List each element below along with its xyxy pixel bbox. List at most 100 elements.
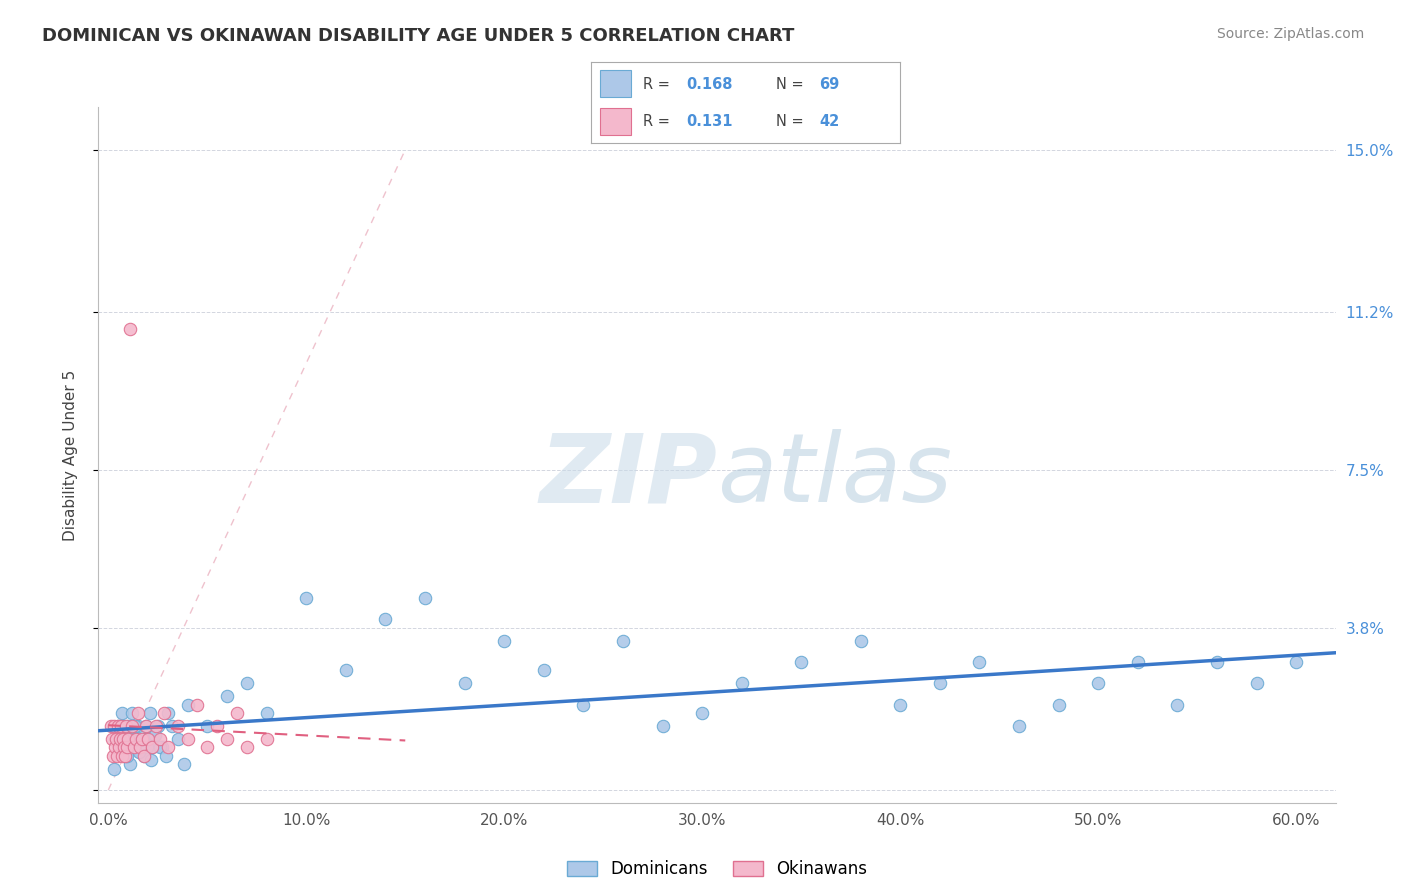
Point [110, 719, 132, 733]
Point [186, 698, 208, 712]
Point [115, 748, 138, 763]
Point [101, 731, 124, 746]
Point [731, 676, 754, 690]
Point [889, 698, 911, 712]
Point [139, 706, 162, 721]
Point [108, 731, 131, 746]
Point [612, 633, 634, 648]
Point [127, 706, 149, 721]
Point [107, 719, 129, 733]
Point [1047, 698, 1070, 712]
Point [125, 731, 148, 746]
Point [572, 698, 595, 712]
Point [1166, 698, 1188, 712]
Point [1206, 655, 1229, 669]
Point [129, 745, 152, 759]
Point [100, 719, 122, 733]
Text: 69: 69 [820, 77, 839, 92]
Text: ZIP: ZIP [538, 429, 717, 523]
Point [117, 731, 139, 746]
Text: 42: 42 [820, 114, 839, 129]
Point [120, 757, 142, 772]
Point [135, 719, 157, 733]
Point [128, 745, 150, 759]
Point [494, 633, 516, 648]
Point [115, 748, 138, 763]
Point [1285, 655, 1308, 669]
Point [132, 748, 155, 763]
Point [135, 740, 157, 755]
Point [143, 727, 166, 741]
Text: Source: ZipAtlas.com: Source: ZipAtlas.com [1216, 27, 1364, 41]
Point [295, 591, 318, 605]
Point [217, 689, 239, 703]
Legend: Dominicans, Okinawans: Dominicans, Okinawans [561, 854, 873, 885]
Point [155, 748, 177, 763]
Bar [600, 70, 631, 97]
Point [236, 676, 259, 690]
Point [103, 719, 125, 733]
Point [131, 731, 153, 746]
Point [150, 740, 173, 755]
Point [533, 664, 555, 678]
Point [790, 655, 813, 669]
Point [132, 748, 155, 763]
Point [141, 740, 163, 755]
Point [121, 706, 143, 721]
Point [112, 740, 135, 755]
Text: atlas: atlas [717, 429, 952, 523]
Point [129, 740, 152, 755]
Point [108, 740, 131, 755]
Point [108, 740, 131, 755]
Point [115, 719, 138, 733]
Point [651, 719, 673, 733]
Point [112, 731, 135, 746]
Point [139, 753, 162, 767]
Point [120, 322, 142, 336]
Point [146, 719, 169, 733]
Point [690, 706, 713, 721]
Point [160, 719, 183, 733]
Point [112, 719, 135, 733]
Point [107, 719, 129, 733]
Text: 0.131: 0.131 [686, 114, 733, 129]
Point [173, 757, 195, 772]
Point [176, 698, 198, 712]
Point [111, 706, 134, 721]
Point [1008, 719, 1031, 733]
Point [1087, 676, 1109, 690]
Point [453, 676, 475, 690]
Point [156, 706, 179, 721]
Point [105, 731, 128, 746]
Point [121, 719, 143, 733]
Point [135, 719, 157, 733]
Point [111, 748, 134, 763]
Point [1246, 676, 1268, 690]
Bar [600, 108, 631, 135]
Point [124, 719, 146, 733]
Point [145, 719, 167, 733]
Point [122, 740, 145, 755]
Point [117, 719, 139, 733]
Point [156, 740, 179, 755]
Text: R =: R = [643, 77, 675, 92]
Point [114, 748, 136, 763]
Point [127, 719, 149, 733]
Point [112, 731, 135, 746]
Point [105, 748, 128, 763]
Text: DOMINICAN VS OKINAWAN DISABILITY AGE UNDER 5 CORRELATION CHART: DOMINICAN VS OKINAWAN DISABILITY AGE UND… [42, 27, 794, 45]
Point [108, 740, 131, 755]
Point [195, 740, 218, 755]
Point [256, 706, 278, 721]
Point [149, 731, 172, 746]
Point [136, 731, 159, 746]
Point [928, 676, 950, 690]
Point [1126, 655, 1149, 669]
Point [236, 740, 259, 755]
Point [132, 731, 155, 746]
Point [374, 612, 396, 626]
Point [166, 731, 188, 746]
Y-axis label: Disability Age Under 5: Disability Age Under 5 [63, 369, 77, 541]
Point [141, 740, 163, 755]
Text: N =: N = [776, 114, 808, 129]
